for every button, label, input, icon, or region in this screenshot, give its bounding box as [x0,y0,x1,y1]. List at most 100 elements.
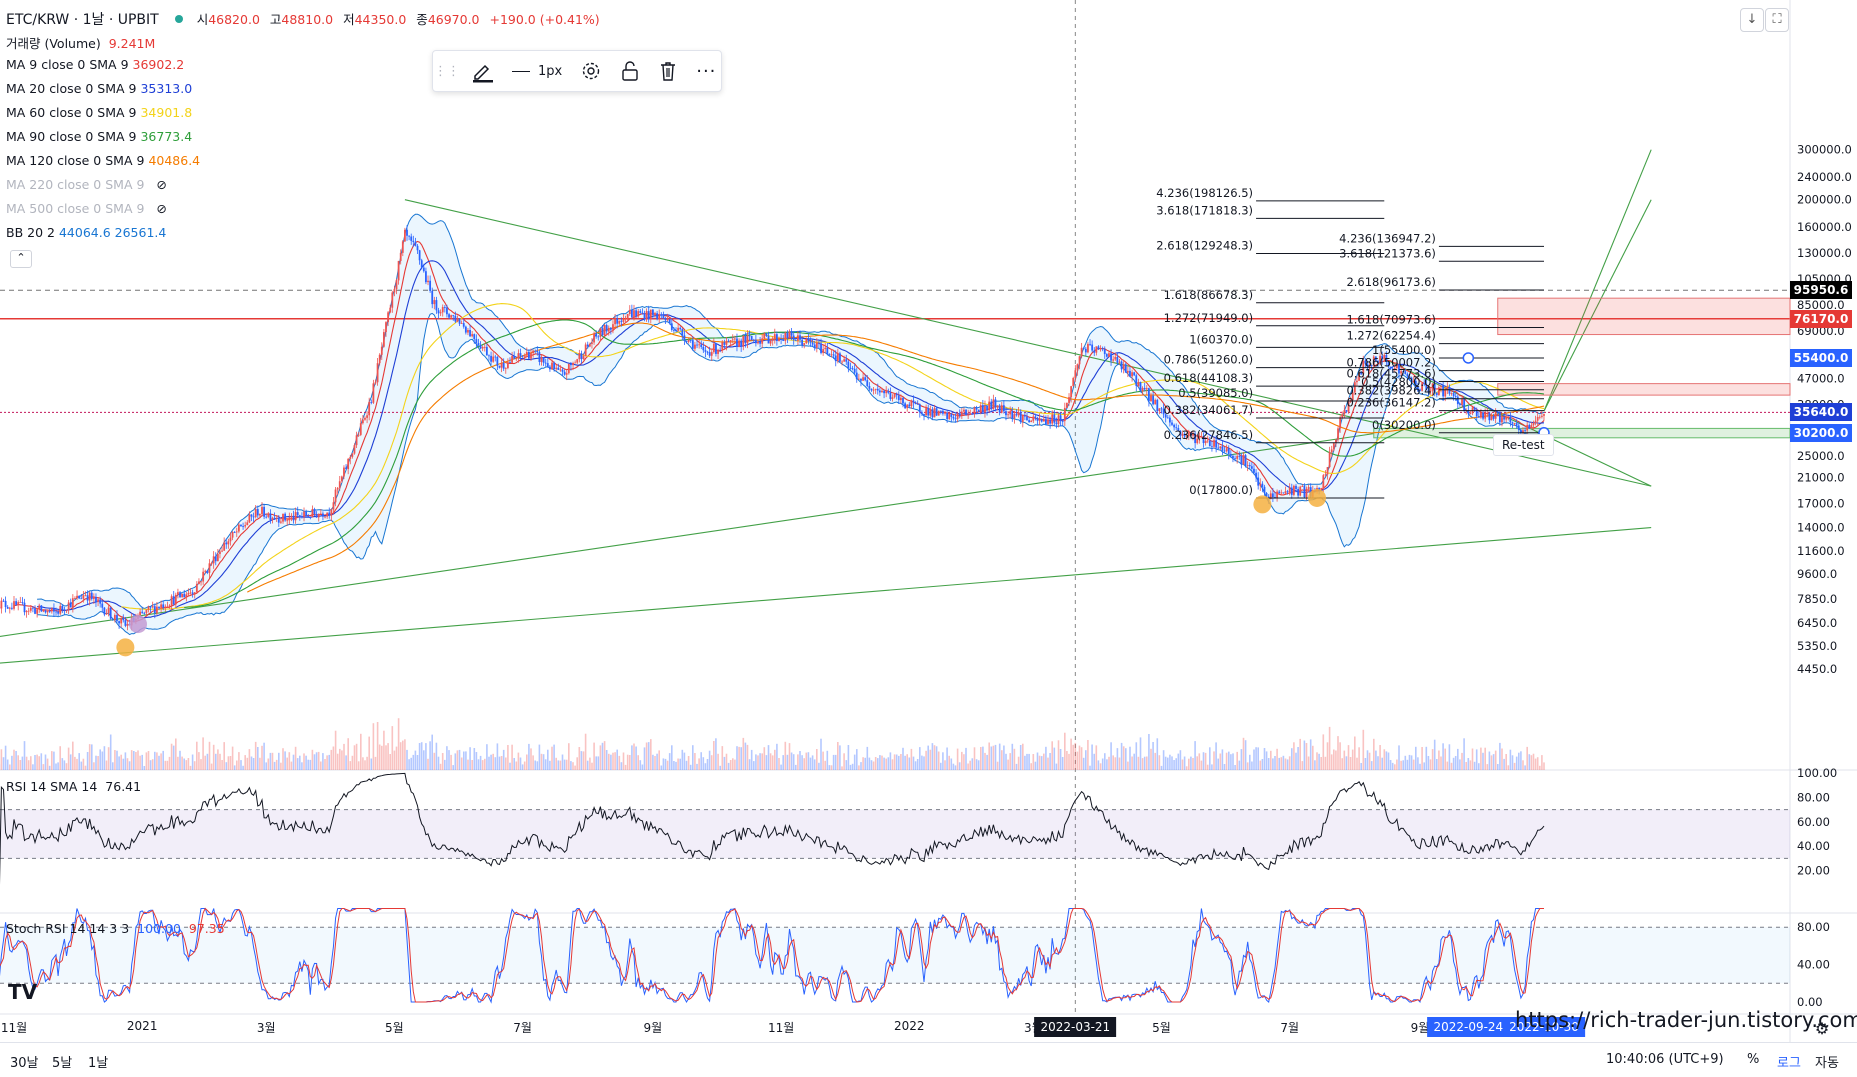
volume-bar [366,757,368,770]
range-30d-button[interactable]: 30날 [10,1052,39,1071]
candle-body [801,340,803,345]
range-5d-button[interactable]: 5날 [52,1052,72,1071]
volume-bar [927,746,929,770]
highlight-marker[interactable] [129,615,147,633]
volume-bar [791,753,793,771]
volume-bar [169,757,171,770]
more-button[interactable]: ··· [687,51,725,91]
volume-bar [1484,748,1486,770]
candle-body [43,611,45,612]
volume-bar [1482,753,1484,770]
fullscreen-button[interactable]: ⛶ [1765,8,1789,32]
candle-body [1474,407,1476,409]
volume-bar [816,749,818,770]
support-trendline[interactable] [0,434,1374,648]
volume-bar [1035,762,1037,770]
candle-body [976,408,978,410]
candle-body [341,476,343,481]
lock-button[interactable] [611,51,649,91]
volume-bar [274,762,276,770]
volume-bar [1480,748,1482,770]
volume-bar [1228,752,1230,770]
resistance-zone[interactable] [1498,298,1790,334]
line-color-button[interactable] [461,51,503,91]
price-tag[interactable]: 95950.6 [1790,281,1852,299]
volume-bar [1083,758,1085,770]
auto-scale-button[interactable]: 자동 [1815,1052,1839,1071]
delete-button[interactable] [649,51,687,91]
candle-body [557,368,559,370]
candle-body [999,405,1001,412]
volume-bar [522,764,524,770]
candle-body [89,593,91,601]
volume-bar [1068,754,1070,770]
volume-bar [1093,754,1095,770]
volume-bar [1211,764,1213,770]
volume-legend[interactable]: 거래량 (Volume) 9.241M [6,33,155,52]
breakout-trendline-steep[interactable] [1544,150,1651,411]
indicator-legend-row[interactable]: MA 500 close 0 SMA 9 ⊘ [6,201,167,216]
price-tag[interactable]: 35640.0 [1790,403,1852,421]
volume-bar [249,749,251,770]
retest-annotation[interactable]: Re-test [1493,434,1554,456]
candle-body [847,362,849,368]
candle-body [520,353,522,356]
price-tag[interactable]: 55400.0 [1790,349,1852,367]
price-tag[interactable]: 76170.0 [1790,310,1852,328]
hidden-eye-icon[interactable]: ⊘ [152,201,166,216]
drag-handle-icon[interactable]: ⋮⋮ [433,51,461,91]
volume-bar [314,754,316,770]
rsi-legend[interactable]: RSI 14 SMA 14 76.41 [6,779,141,794]
volume-bar [1047,758,1049,770]
tradingview-logo-icon[interactable]: 𝗧𝗩 [8,980,37,1004]
log-scale-button[interactable]: 로그 [1777,1052,1801,1071]
stoch-rsi-legend[interactable]: Stoch RSI 14 14 3 3 100.00 97.35 [6,921,225,936]
candle-body [967,415,969,416]
clock-readout[interactable]: 10:40:06 (UTC+9) [1606,1052,1724,1067]
candle-body [3,601,5,602]
candle-body [305,512,307,516]
candle-body [709,352,711,356]
candle-body [1289,488,1291,493]
candle-body [1440,386,1442,388]
candle-body [11,608,13,609]
rsi-axis-tick: 60.00 [1797,815,1830,829]
volume-bar [890,752,892,770]
candle-body [295,512,297,520]
candle-body [1081,348,1083,357]
price-tag[interactable]: 30200.0 [1790,424,1852,442]
volume-bar [722,746,724,770]
volume-bar [1323,734,1325,770]
candle-body [713,344,715,352]
symbol-title[interactable]: ETC/KRW · 1날 · UPBIT [6,12,159,28]
anchor-point-marker[interactable] [1463,353,1473,363]
percent-scale-button[interactable]: % [1747,1052,1759,1067]
volume-bar [1531,755,1533,770]
support-zone[interactable] [1374,428,1790,437]
line-width-button[interactable]: 1px [503,51,571,91]
trash-icon [658,60,678,82]
settings-button[interactable] [571,51,611,91]
candle-body [787,333,789,338]
hidden-eye-icon[interactable]: ⊘ [152,177,166,192]
volume-bar [13,750,15,770]
candle-body [1234,458,1236,459]
volume-bar [7,760,9,771]
highlight-marker[interactable] [1308,489,1326,507]
collapse-legend-button[interactable]: ⌃ [10,250,32,268]
indicator-legend-row[interactable]: MA 220 close 0 SMA 9 ⊘ [6,177,167,192]
range-1d-button[interactable]: 1날 [88,1052,108,1071]
download-button[interactable]: ↓ [1740,8,1764,32]
volume-bar [120,755,122,770]
highlight-marker[interactable] [1253,495,1271,513]
candle-body [1137,382,1139,386]
highlight-marker[interactable] [116,638,134,656]
volume-bar [440,764,442,770]
